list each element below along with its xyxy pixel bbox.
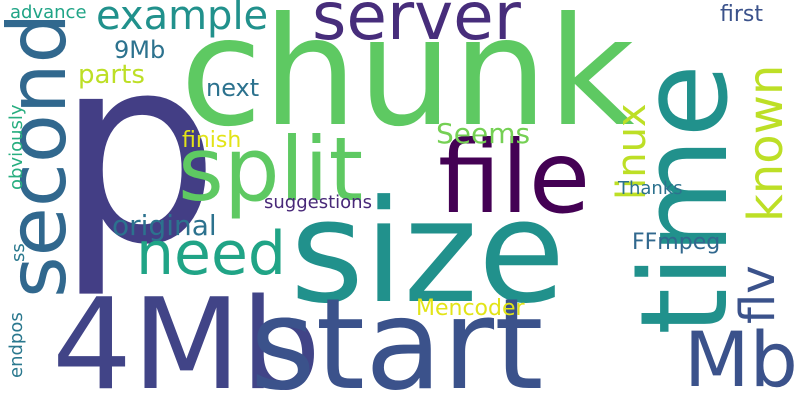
word-obviously: obviously bbox=[6, 104, 27, 190]
word-suggestions: suggestions bbox=[264, 192, 372, 213]
word-next: next bbox=[206, 74, 260, 102]
word-Seems: Seems bbox=[436, 117, 531, 150]
word-Mb: Mb bbox=[684, 315, 798, 400]
word-Thanks: Thanks bbox=[618, 178, 683, 199]
word-original: original bbox=[112, 209, 217, 242]
word-4Mb: 4Mb bbox=[52, 271, 321, 400]
word-finish: finish bbox=[182, 128, 242, 153]
word-known: known bbox=[738, 64, 794, 222]
word-p: p bbox=[56, 1, 220, 301]
word-9Mb: 9Mb bbox=[114, 36, 166, 64]
word-flv: flv bbox=[730, 265, 786, 324]
word-split: split bbox=[178, 118, 364, 221]
word-FFmpeg: FFmpeg bbox=[632, 230, 721, 255]
word-first: first bbox=[720, 2, 763, 27]
word-advance: advance bbox=[10, 2, 87, 23]
word-ss: ss bbox=[8, 243, 29, 262]
word-need: need bbox=[136, 219, 286, 289]
word-server: server bbox=[312, 0, 521, 55]
word-file: file bbox=[438, 119, 591, 236]
word-start: start bbox=[250, 271, 544, 400]
word-parts: parts bbox=[78, 60, 145, 90]
word-chunk: chunk bbox=[180, 0, 635, 160]
word-Mencoder: Mencoder bbox=[416, 296, 525, 321]
word-endpos: endpos bbox=[6, 312, 27, 378]
word-size: size bbox=[290, 170, 566, 335]
word-example: example bbox=[96, 0, 269, 39]
